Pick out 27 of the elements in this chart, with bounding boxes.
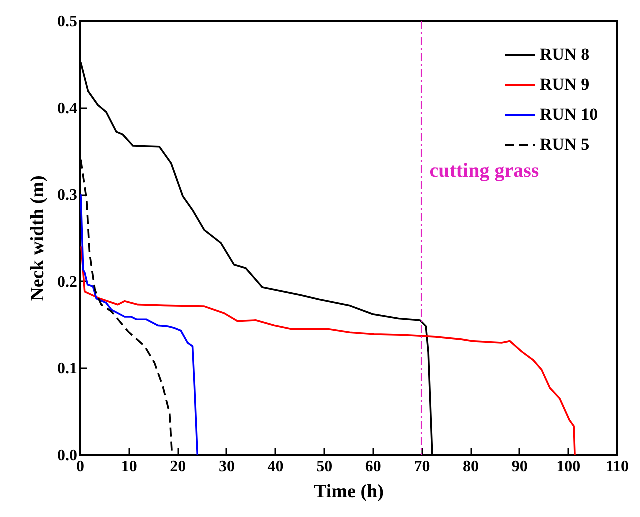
x-tick-label: 10 (121, 458, 138, 476)
y-tick-label: 0.3 (58, 187, 78, 204)
y-tick-label: 0.0 (58, 448, 78, 464)
legend-label: RUN 8 (540, 45, 590, 64)
ref-line-label: cutting grass (430, 160, 540, 182)
x-axis-title: Time (h) (314, 482, 384, 502)
x-tick-label: 70 (414, 458, 430, 476)
legend-label: RUN 10 (540, 105, 598, 124)
y-tick-label: 0.1 (58, 360, 78, 378)
x-tick-label: 100 (556, 458, 581, 476)
line-series (80, 194, 199, 456)
x-tick-label: 90 (512, 458, 528, 476)
x-tick-label: 20 (170, 458, 186, 476)
x-tick-label: 40 (268, 458, 284, 476)
x-tick-label: 0 (76, 458, 84, 476)
line-series (80, 246, 576, 456)
legend-label: RUN 9 (540, 75, 590, 94)
x-tick-label: 30 (218, 458, 235, 476)
legend-label: RUN 5 (540, 135, 590, 154)
x-tick-label: 60 (365, 458, 382, 476)
x-tick-label: 110 (606, 458, 630, 476)
x-tick-label: 50 (316, 458, 333, 476)
y-tick-label: 0.2 (58, 274, 78, 291)
y-axis-title: Neck width (m) (28, 176, 48, 302)
y-tick-label: 0.4 (58, 100, 78, 118)
x-tick-label: 80 (463, 458, 480, 476)
y-tick-label: 0.5 (58, 14, 78, 30)
